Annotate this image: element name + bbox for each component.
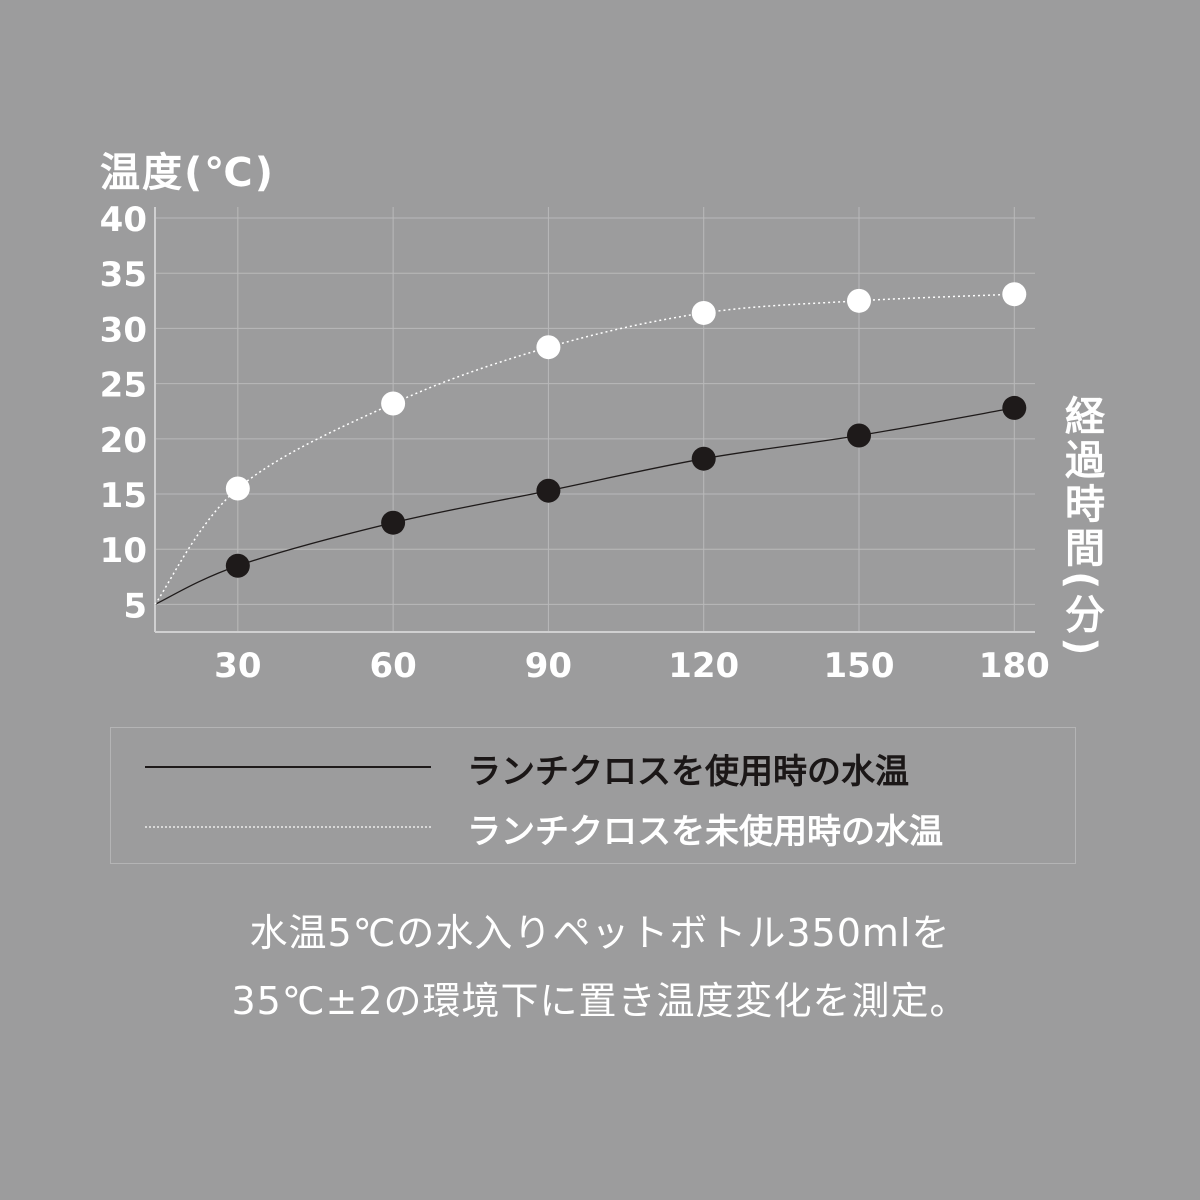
data-point-1: [847, 288, 871, 313]
x-tick-label: 30: [214, 646, 261, 686]
data-point-0: [847, 423, 871, 448]
note-line-1: 水温5℃の水入りペットボトル350mlを: [249, 911, 951, 955]
y-tick-label: 25: [100, 366, 147, 406]
y-tick-label: 35: [100, 255, 147, 295]
data-point-0: [225, 553, 250, 578]
axes: [154, 207, 1035, 633]
legend-item-used: ランチクロスを使用時の水温: [111, 742, 1075, 792]
y-axis-title: 温度(℃): [100, 150, 275, 196]
legend-swatch-solid-line: [145, 766, 431, 768]
data-point-1: [381, 391, 406, 416]
note-line-2: 35℃±2の環境下に置き温度変化を測定。: [231, 979, 969, 1023]
data-point-0: [691, 446, 716, 471]
data-point-1: [225, 476, 250, 501]
x-tick-label: 60: [369, 646, 416, 686]
x-tick-label: 150: [824, 646, 895, 686]
series-line-0: [154, 407, 1015, 605]
tick-labels: 5 10 15 20 25 30 35 40 30 60 90 120 150 180: [100, 200, 1050, 686]
y-tick-label: 15: [100, 476, 147, 516]
x-tick-label: 90: [525, 646, 572, 686]
data-point-0: [381, 510, 406, 535]
y-tick-label: 20: [100, 421, 147, 461]
y-tick-label: 40: [100, 200, 147, 240]
series: [154, 282, 1027, 605]
data-point-1: [691, 300, 716, 325]
legend-swatch-dotted-line: [145, 826, 431, 828]
legend-label-used: ランチクロスを使用時の水温: [467, 752, 909, 792]
series-line-1: [154, 293, 1015, 605]
legend: ランチクロスを使用時の水温 ランチクロスを未使用時の水温: [110, 727, 1076, 864]
data-point-0: [1002, 395, 1027, 420]
y-tick-label: 30: [100, 310, 147, 350]
data-point-1: [536, 335, 561, 360]
x-tick-label: 180: [979, 646, 1050, 686]
grid: [155, 207, 1035, 632]
y-tick-label: 10: [100, 531, 147, 571]
x-tick-label: 120: [668, 646, 739, 686]
y-tick-label: 5: [123, 586, 147, 626]
legend-item-unused: ランチクロスを未使用時の水温: [111, 802, 1075, 852]
legend-label-unused: ランチクロスを未使用時の水温: [467, 812, 943, 852]
x-axis-title: 経過時間(分): [1058, 395, 1104, 660]
data-point-0: [536, 478, 561, 503]
data-point-1: [1002, 282, 1027, 307]
